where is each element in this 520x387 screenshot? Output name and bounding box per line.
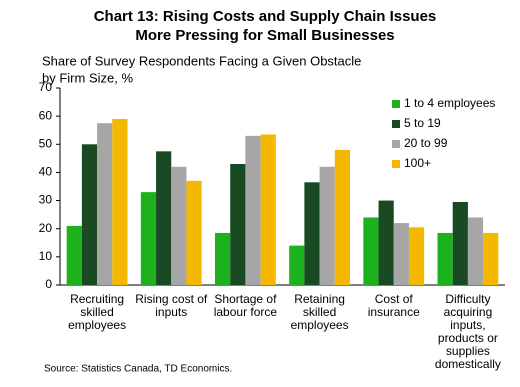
bar [408,227,425,285]
bar [363,217,379,285]
x-tick-label: skilled [303,305,336,319]
y-tick-label: 50 [39,136,53,150]
bar [156,151,172,285]
legend-label: 20 to 99 [404,136,448,150]
bar [289,245,305,285]
x-tick-label: skilled [80,305,113,319]
bar [66,225,82,285]
legend-swatch [392,100,400,108]
x-tick-label: products or [438,331,498,345]
bar [215,232,231,285]
x-tick-label: supplies [446,344,490,358]
x-tick-label: inputs, [450,318,485,332]
bar [393,223,409,285]
legend-swatch [392,120,400,128]
x-tick-label: labour force [214,305,278,319]
y-tick-label: 0 [45,277,52,291]
bar [437,232,453,285]
bar [378,200,394,285]
chart-subtitle: Share of Survey Respondents Facing a Giv… [42,53,361,68]
legend-label: 100+ [404,156,431,170]
legend-label: 1 to 4 employees [404,96,495,110]
bar [171,166,187,285]
bar [304,182,320,285]
x-tick-label: Shortage of [214,292,277,306]
bar [260,134,276,285]
x-tick-label: employees [68,318,126,332]
bar [334,149,350,285]
x-tick-label: domestically [435,357,501,371]
x-tick-label: Retaining [294,292,345,306]
y-tick-label: 20 [39,221,53,235]
x-tick-label: Recruiting [70,292,124,306]
x-tick-label: acquiring [444,305,493,319]
y-tick-label: 60 [39,108,53,122]
legend-swatch [392,160,400,168]
bar [97,123,113,285]
y-tick-label: 10 [39,249,53,263]
bar [467,217,484,285]
bar [186,180,202,285]
legend-label: 5 to 19 [404,116,441,130]
x-tick-label: insurance [368,305,420,319]
bar [245,135,261,285]
source-note: Source: Statistics Canada, TD Economics. [44,364,232,375]
x-tick-label: Difficulty [445,292,490,306]
bar [81,144,98,285]
y-tick-label: 70 [39,80,53,94]
chart-subtitle: by Firm Size, % [42,70,133,85]
bar [140,192,157,285]
bar [483,232,499,285]
x-tick-label: Rising cost of [135,292,208,306]
x-tick-label: employees [291,318,349,332]
bar [112,118,128,285]
legend-swatch [392,140,400,148]
chart-title: More Pressing for Small Businesses [135,27,394,44]
bar [319,166,335,285]
x-tick-label: Cost of [375,292,414,306]
bar [452,201,468,285]
y-tick-label: 30 [39,193,53,207]
x-tick-label: inputs [155,305,187,319]
y-tick-label: 40 [39,165,53,179]
chart-title: Chart 13: Rising Costs and Supply Chain … [94,8,437,25]
bar [230,163,246,285]
